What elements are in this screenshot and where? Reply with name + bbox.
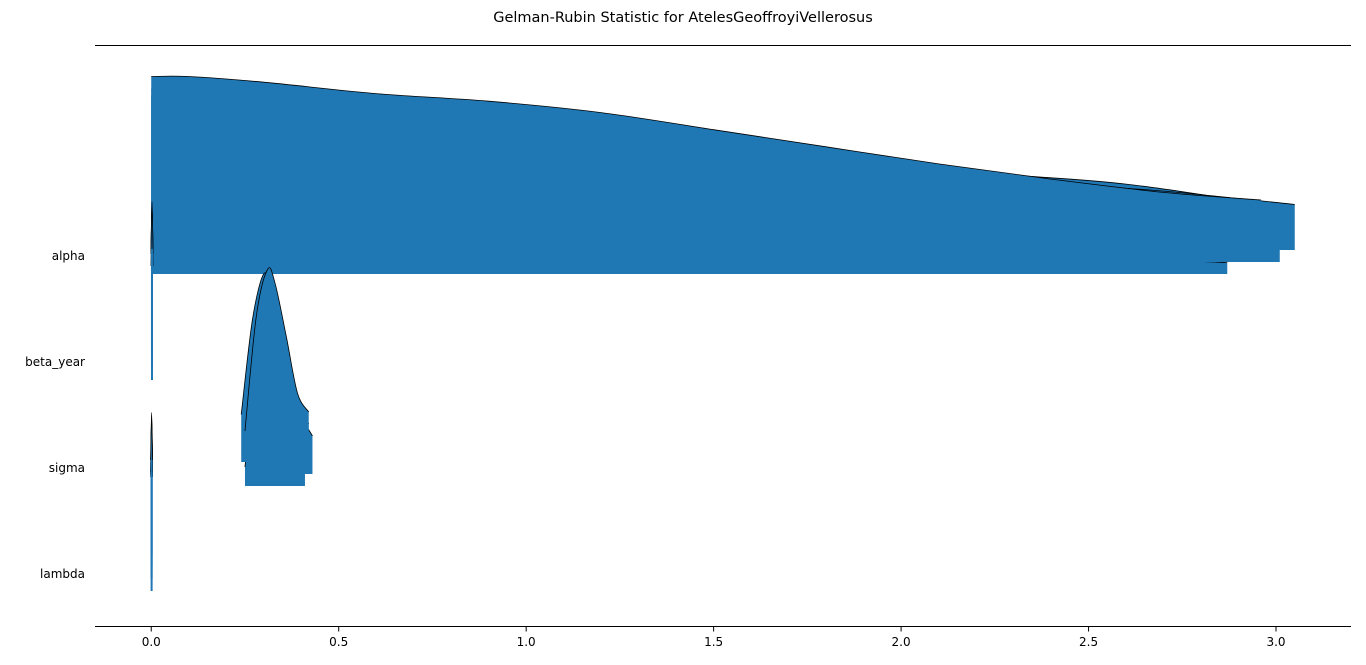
x-tick-label: 1.0 bbox=[517, 635, 536, 649]
ridge-line-lambda-chain-4 bbox=[150, 412, 154, 461]
ridge-line-alpha-chain-4 bbox=[151, 75, 1262, 201]
ridge-alpha bbox=[151, 75, 1295, 274]
y-category-label: alpha bbox=[52, 249, 85, 263]
x-tick-label: 0.0 bbox=[142, 635, 161, 649]
ridge-lambda bbox=[150, 412, 154, 591]
y-category-label: lambda bbox=[40, 567, 85, 581]
y-category-label: beta_year bbox=[25, 355, 85, 369]
x-tick-label: 1.5 bbox=[704, 635, 723, 649]
ridge-beta-year bbox=[150, 201, 154, 380]
x-tick-label: 0.5 bbox=[329, 635, 348, 649]
x-tick-label: 2.0 bbox=[892, 635, 911, 649]
y-category-label: sigma bbox=[49, 461, 85, 475]
ridge-fill-sigma-chain-4 bbox=[244, 267, 309, 450]
ridges-group bbox=[150, 75, 1295, 591]
ridge-line-sigma-chain-4 bbox=[244, 267, 310, 432]
ridge-sigma bbox=[240, 267, 313, 486]
x-tick-label: 2.5 bbox=[1079, 635, 1098, 649]
ridge-line-beta-year-chain-4 bbox=[150, 201, 154, 250]
ridge-fill-alpha-chain-4 bbox=[151, 76, 1262, 238]
x-tick-label: 3.0 bbox=[1266, 635, 1285, 649]
x-ticks-group: 0.0 0.5 1.0 1.5 2.0 2.5 3.0 bbox=[142, 626, 1286, 649]
chart-title: Gelman-Rubin Statistic for AtelesGeoffro… bbox=[493, 10, 873, 26]
